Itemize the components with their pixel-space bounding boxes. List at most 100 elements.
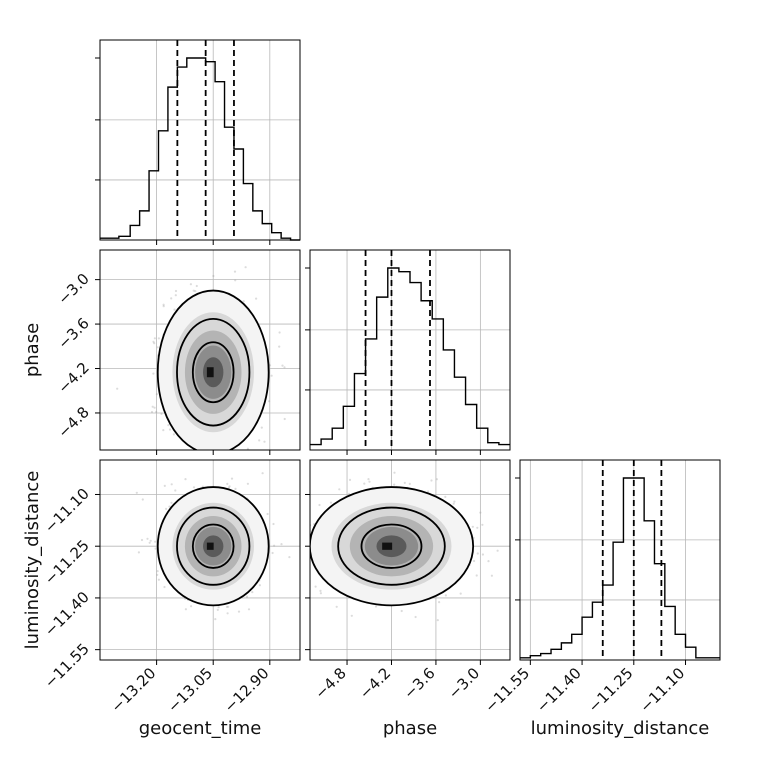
- histogram-panel-geocent_time: [95, 39, 301, 245]
- scatter-point: [263, 440, 266, 443]
- scatter-point: [258, 584, 261, 587]
- scatter-point: [430, 479, 433, 482]
- scatter-point: [162, 303, 165, 306]
- scatter-point: [189, 283, 192, 286]
- scatter-point: [168, 428, 172, 431]
- scatter-point: [268, 364, 272, 367]
- scatter-point: [146, 537, 149, 540]
- scatter-point: [246, 482, 249, 485]
- scatter-point: [268, 400, 271, 403]
- scatter-point: [408, 482, 411, 485]
- scatter-point: [190, 605, 193, 608]
- scatter-point: [242, 300, 245, 303]
- scatter-point: [338, 488, 341, 491]
- scatter-point: [319, 589, 322, 593]
- panel-frame: [309, 459, 511, 661]
- scatter-point: [481, 553, 484, 556]
- scatter-point: [280, 543, 283, 546]
- scatter-point: [230, 477, 234, 480]
- scatter-point: [452, 502, 455, 505]
- scatter-point: [273, 544, 276, 547]
- scatter-point: [348, 478, 352, 481]
- scatter-point: [157, 578, 160, 581]
- scatter-point: [258, 439, 261, 442]
- scatter-point: [283, 366, 286, 369]
- scatter-point: [173, 308, 176, 311]
- scatter-point: [195, 284, 198, 288]
- scatter-point: [479, 511, 482, 514]
- scatter-point: [453, 500, 456, 503]
- x-axis-label-geocent_time: geocent_time: [139, 718, 262, 739]
- contour-level-0: [310, 486, 475, 607]
- scatter-point: [217, 606, 220, 609]
- scatter-point: [475, 574, 478, 577]
- scatter-point: [246, 447, 249, 450]
- scatter-point: [245, 595, 249, 598]
- scatter-point: [314, 585, 317, 588]
- scatter-point: [153, 342, 156, 345]
- scatter-point: [135, 491, 138, 494]
- scatter-point: [283, 417, 286, 421]
- scatter-point: [228, 485, 231, 488]
- scatter-point: [184, 608, 187, 611]
- scatter-point: [152, 340, 155, 343]
- panel-frame: [309, 249, 511, 451]
- scatter-point: [393, 483, 396, 486]
- x-axis-label-phase: phase: [383, 718, 437, 739]
- scatter-point: [444, 495, 447, 498]
- density-peak: [206, 542, 214, 550]
- scatter-point: [233, 270, 237, 273]
- contour-level-0: [156, 289, 270, 450]
- scatter-point: [278, 331, 281, 334]
- scatter-point: [116, 387, 119, 390]
- scatter-point: [251, 591, 254, 594]
- panel-frame: [99, 249, 301, 451]
- scatter-point: [318, 503, 321, 507]
- y-axis-label-phase: phase: [22, 323, 43, 377]
- scatter-point: [476, 552, 479, 555]
- scatter-point: [214, 618, 217, 621]
- scatter-point: [162, 429, 165, 432]
- joint-panel-phase-luminosity_distance: [305, 459, 511, 665]
- contour-level-2: [360, 523, 423, 569]
- scatter-point: [255, 297, 258, 300]
- y-axis-label-luminosity_distance: luminosity_distance: [22, 471, 43, 650]
- scatter-point: [150, 410, 154, 414]
- scatter-point: [168, 505, 171, 508]
- contour-level-1: [176, 317, 251, 427]
- scatter-point: [247, 608, 251, 611]
- scatter-point: [170, 501, 173, 504]
- scatter-point: [272, 522, 275, 526]
- scatter-point: [226, 612, 229, 615]
- contour-level-0: [156, 486, 270, 607]
- scatter-point: [154, 547, 157, 550]
- scatter-point: [151, 405, 154, 408]
- contour-level-2: [191, 341, 235, 404]
- scatter-point: [174, 289, 178, 293]
- contour-level-2: [191, 523, 235, 569]
- joint-panel-geocent_time-phase: [95, 249, 301, 455]
- scatter-point: [244, 266, 247, 269]
- scatter-point: [212, 274, 215, 278]
- scatter-point: [157, 337, 160, 340]
- scatter-point: [172, 433, 175, 436]
- scatter-point: [155, 410, 158, 413]
- scatter-point: [148, 541, 151, 544]
- contour-level-1: [176, 506, 251, 586]
- scatter-point: [459, 592, 462, 595]
- scatter-point: [438, 601, 441, 604]
- scatter-point: [473, 559, 476, 563]
- scatter-point: [155, 393, 158, 396]
- scatter-point: [374, 605, 378, 608]
- scatter-point: [237, 610, 241, 613]
- scatter-point: [153, 406, 156, 409]
- scatter-point: [156, 573, 159, 577]
- scatter-point: [490, 574, 493, 577]
- scatter-point: [192, 486, 196, 489]
- scatter-point: [227, 486, 230, 489]
- scatter-point: [154, 540, 157, 543]
- scatter-point: [167, 424, 170, 427]
- scatter-point: [487, 560, 490, 563]
- scatter-point: [174, 489, 177, 492]
